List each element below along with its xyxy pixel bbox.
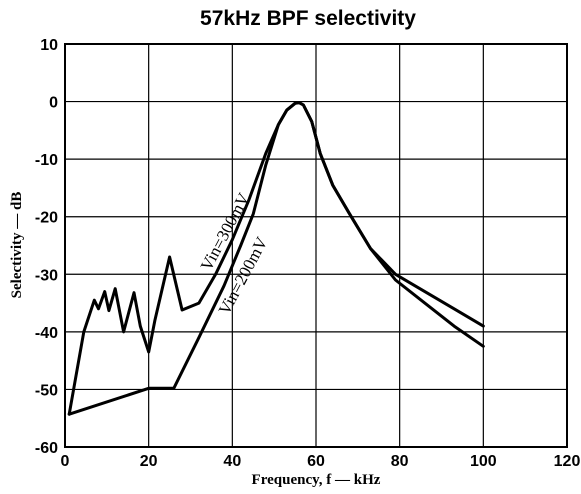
x-tick-label: 40 [223,453,241,470]
y-tick-label: -60 [35,440,58,457]
chart-title: 57kHz BPF selectivity [200,7,416,30]
x-tick-label: 0 [61,453,70,470]
y-tick-labels: 10 0 -10 -20 -30 -40 -50 -60 [35,37,58,457]
x-tick-labels: 0 20 40 60 80 100 120 [61,453,581,470]
y-tick-label: -10 [35,152,58,169]
x-tick-label: 60 [307,453,325,470]
x-tick-label: 20 [140,453,158,470]
x-tick-label: 80 [391,453,409,470]
grid [64,43,568,448]
x-axis-label: Frequency, f — kHz [252,472,381,488]
series-line-vin-200mv [67,101,485,416]
y-tick-label: 10 [40,37,58,54]
y-axis-label: Selectivity — dB [9,192,25,299]
plot-frame [64,43,568,448]
series-line-vin-300mv [67,101,485,416]
y-tick-label: 0 [49,95,58,112]
series-lines [67,101,485,416]
y-tick-label: -40 [35,325,58,342]
x-tick-label: 100 [470,453,497,470]
y-tick-label: -50 [35,382,58,399]
y-tick-label: -20 [35,210,58,227]
y-tick-label: -30 [35,267,58,284]
x-tick-label: 120 [554,453,581,470]
